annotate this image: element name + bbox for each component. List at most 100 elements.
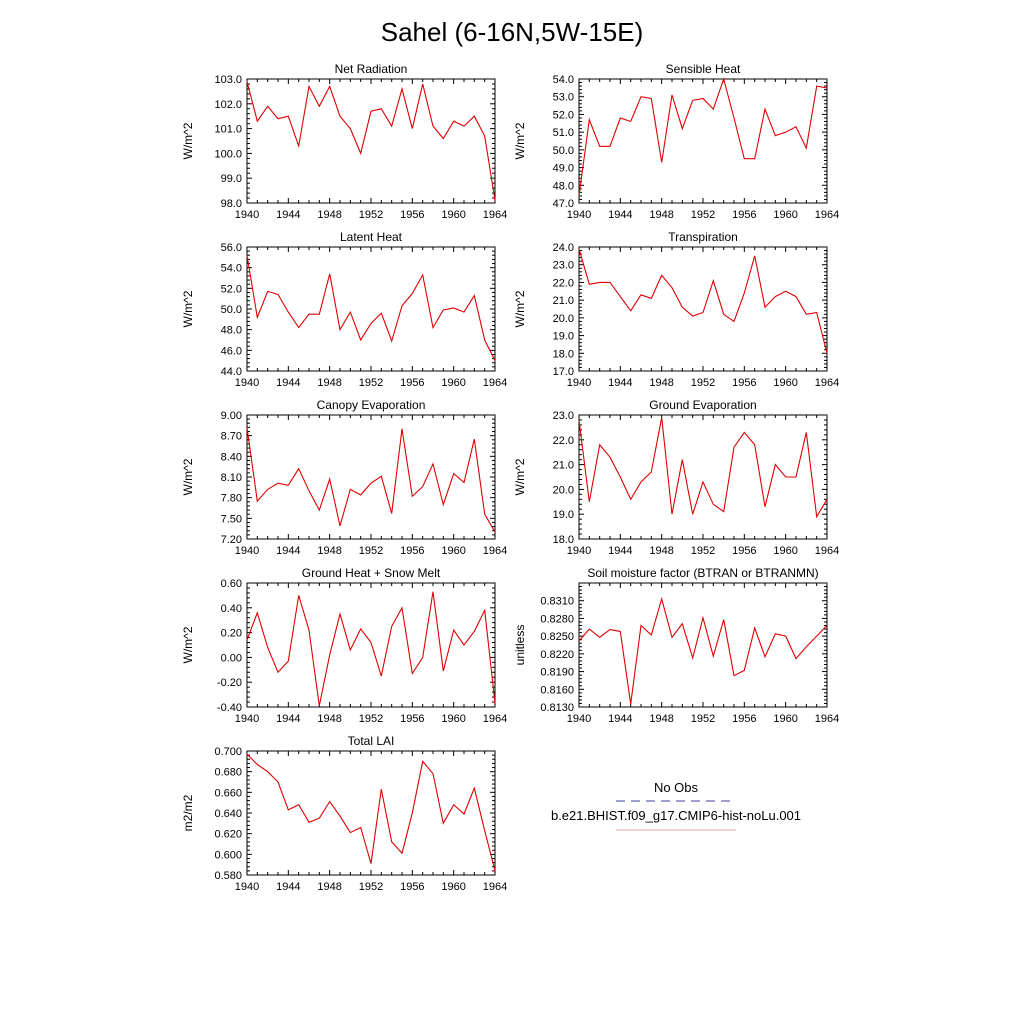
chart-panel-3: 1940 1944 1948 1952 1956 1960 1964 17.0 18.0 19.0… — [513, 230, 839, 389]
y-tick-label: 7.50 — [221, 513, 242, 525]
x-tick-label: 1964 — [483, 545, 507, 557]
x-tick-label: 1960 — [773, 713, 797, 725]
x-tick-label: 1964 — [815, 377, 839, 389]
x-tick-label: 1964 — [483, 209, 507, 221]
y-tick-label: 24.0 — [553, 242, 574, 254]
panel-title: Sensible Heat — [666, 62, 741, 76]
y-tick-label: 51.0 — [553, 127, 574, 139]
plot-frame — [578, 246, 828, 372]
y-tick-label: 100.0 — [214, 148, 242, 160]
y-tick-label: 8.40 — [221, 451, 242, 463]
x-tick-label: 1956 — [732, 377, 756, 389]
y-axis-label: m2/m2 — [181, 794, 195, 831]
y-tick-label: 99.0 — [221, 173, 242, 185]
y-tick-label: 22.0 — [553, 435, 574, 447]
x-tick-label: 1964 — [483, 377, 507, 389]
x-tick-label: 1956 — [400, 209, 424, 221]
x-tick-label: 1960 — [773, 377, 797, 389]
panels-group: 1940 1944 1948 1952 1956 1960 1964 98.0 99.0 100.… — [181, 62, 839, 893]
x-tick-label: 1960 — [441, 881, 465, 893]
y-axis-label: W/m^2 — [181, 290, 195, 327]
y-tick-label: 0.8250 — [540, 631, 574, 643]
y-tick-label: 23.0 — [553, 410, 574, 422]
x-tick-label: 1940 — [235, 209, 259, 221]
y-tick-label: 0.8190 — [540, 667, 574, 679]
x-tick-label: 1948 — [649, 209, 673, 221]
chart-panel-1: 1940 1944 1948 1952 1956 1960 1964 47.0 48.0 49.0… — [513, 62, 839, 221]
y-axis-label: W/m^2 — [513, 458, 527, 495]
y-axis-label: W/m^2 — [513, 290, 527, 327]
legend: No Obs b.e21.BHIST.f09_g17.CMIP6-hist-no… — [551, 780, 801, 831]
x-tick-label: 1948 — [317, 545, 341, 557]
panel-title: Ground Evaporation — [649, 398, 756, 412]
x-tick-label: 1944 — [608, 377, 632, 389]
series-line — [246, 81, 496, 201]
x-tick-label: 1940 — [567, 713, 591, 725]
x-tick-label: 1948 — [649, 377, 673, 389]
y-tick-label: 0.680 — [214, 767, 242, 779]
x-tick-label: 1944 — [276, 881, 300, 893]
x-tick-label: 1940 — [567, 545, 591, 557]
panel-title: Transpiration — [668, 230, 738, 244]
x-tick-label: 1960 — [441, 209, 465, 221]
legend-label-obs: No Obs — [654, 780, 699, 795]
y-tick-label: 0.8160 — [540, 684, 574, 696]
x-tick-label: 1956 — [400, 713, 424, 725]
series-line — [246, 255, 496, 361]
x-tick-label: 1964 — [815, 713, 839, 725]
y-tick-label: 22.0 — [553, 277, 574, 289]
x-tick-label: 1956 — [732, 545, 756, 557]
y-tick-label: 7.20 — [221, 534, 242, 546]
x-tick-label: 1960 — [773, 545, 797, 557]
x-tick-label: 1952 — [359, 881, 383, 893]
panel-title: Net Radiation — [335, 62, 408, 76]
y-tick-label: -0.40 — [217, 702, 242, 714]
x-tick-label: 1944 — [276, 713, 300, 725]
x-tick-label: 1952 — [691, 713, 715, 725]
chart-panel-7: 1940 1944 1948 1952 1956 1960 1964 0.8130 0.8160… — [513, 566, 839, 725]
x-tick-label: 1956 — [732, 209, 756, 221]
x-tick-label: 1948 — [317, 881, 341, 893]
y-tick-label: 53.0 — [553, 92, 574, 104]
x-tick-label: 1964 — [483, 713, 507, 725]
y-tick-label: 56.0 — [221, 242, 242, 254]
y-tick-label: 0.640 — [214, 808, 242, 820]
x-tick-label: 1940 — [235, 713, 259, 725]
plot-frame — [578, 78, 828, 204]
x-tick-label: 1948 — [649, 713, 673, 725]
y-axis-label: W/m^2 — [181, 458, 195, 495]
y-tick-label: 0.700 — [214, 746, 242, 758]
x-tick-label: 1964 — [483, 881, 507, 893]
y-tick-label: 101.0 — [214, 124, 242, 136]
y-tick-label: 20.0 — [553, 484, 574, 496]
x-tick-label: 1944 — [608, 713, 632, 725]
plot-frame — [246, 78, 496, 204]
y-axis-label: W/m^2 — [181, 122, 195, 159]
y-tick-label: -0.20 — [217, 677, 242, 689]
legend-label-model: b.e21.BHIST.f09_g17.CMIP6-hist-noLu.001 — [551, 808, 801, 823]
y-tick-label: 103.0 — [214, 74, 242, 86]
x-tick-label: 1940 — [235, 377, 259, 389]
x-tick-label: 1952 — [691, 545, 715, 557]
y-tick-label: 19.0 — [553, 509, 574, 521]
x-tick-label: 1940 — [567, 377, 591, 389]
series-line — [578, 248, 828, 354]
x-tick-label: 1956 — [400, 881, 424, 893]
x-tick-label: 1960 — [441, 713, 465, 725]
x-tick-label: 1944 — [276, 545, 300, 557]
chart-panel-5: 1940 1944 1948 1952 1956 1960 1964 18.0 19.0 20.0… — [513, 398, 839, 557]
y-tick-label: 8.70 — [221, 431, 242, 443]
y-axis-label: W/m^2 — [513, 122, 527, 159]
x-tick-label: 1952 — [359, 209, 383, 221]
chart-panel-6: 1940 1944 1948 1952 1956 1960 1964 -0.40 -0.20 0.… — [181, 566, 507, 725]
x-tick-label: 1956 — [400, 377, 424, 389]
y-tick-label: 21.0 — [553, 460, 574, 472]
x-tick-label: 1952 — [691, 209, 715, 221]
x-tick-label: 1964 — [815, 545, 839, 557]
y-tick-label: 0.60 — [221, 578, 242, 590]
y-tick-label: 0.660 — [214, 787, 242, 799]
y-tick-label: 18.0 — [553, 534, 574, 546]
x-tick-label: 1952 — [359, 377, 383, 389]
x-tick-label: 1960 — [441, 545, 465, 557]
plot-frame — [246, 750, 496, 876]
